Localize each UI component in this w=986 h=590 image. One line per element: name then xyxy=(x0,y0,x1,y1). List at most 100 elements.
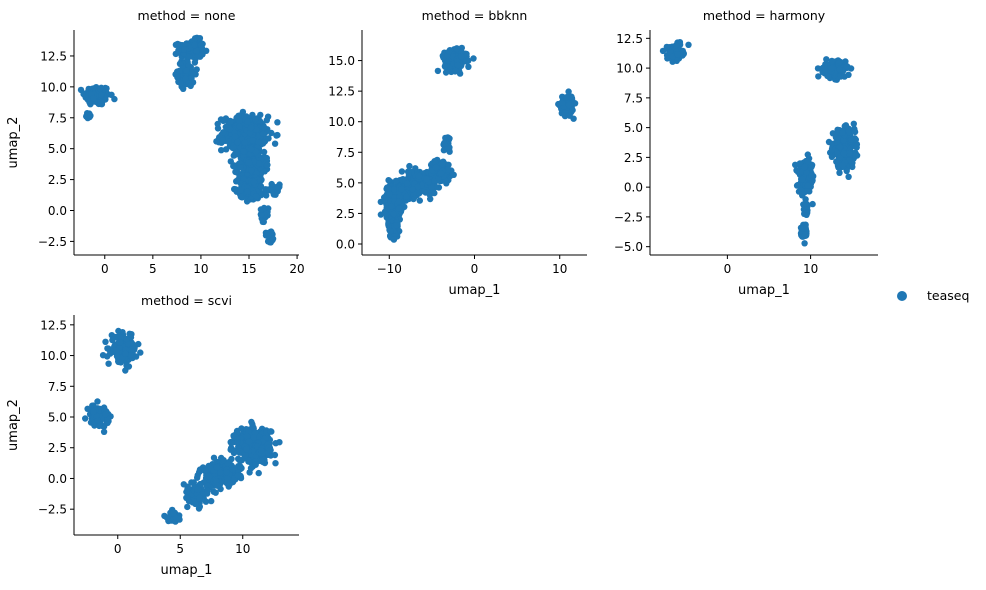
scatter-point xyxy=(175,47,182,54)
scatter-point xyxy=(463,58,470,65)
facet-panel-2: method = bbknn −10 0 10 0.0 2.5 5.0 7.5 10.0 12.5… xyxy=(328,8,587,298)
scatter-point xyxy=(802,200,809,207)
facet-title: method = scvi xyxy=(141,293,232,308)
scatter-point xyxy=(851,128,859,136)
x-tick-label: 5 xyxy=(176,542,184,556)
scatter-point xyxy=(234,438,241,446)
y-tick-label: 10.0 xyxy=(40,349,67,363)
scatter-point xyxy=(117,333,124,341)
scatter-point xyxy=(445,48,453,55)
scatter-point xyxy=(458,53,465,60)
scatter-point xyxy=(395,205,403,212)
scatter-point xyxy=(247,145,255,153)
scatter-point xyxy=(192,500,199,508)
scatter-point xyxy=(808,172,815,179)
scatter-point xyxy=(391,193,398,201)
scatter-point xyxy=(414,183,421,191)
scatter-point xyxy=(248,167,255,174)
scatter-point xyxy=(265,135,272,142)
scatter-point xyxy=(226,480,234,488)
legend-label: teaseq xyxy=(927,288,969,303)
scatter-point xyxy=(381,194,388,201)
scatter-point xyxy=(132,353,140,360)
scatter-point xyxy=(404,180,411,187)
scatter-point xyxy=(117,359,125,366)
x-tick-label: 15 xyxy=(241,262,256,276)
scatter-point xyxy=(107,350,114,357)
scatter-point xyxy=(194,474,201,481)
scatter-point xyxy=(393,177,400,185)
scatter-point xyxy=(217,469,224,476)
y-tick-label: 2.5 xyxy=(48,441,67,455)
scatter-point xyxy=(227,118,235,125)
scatter-point xyxy=(227,158,234,165)
scatter-point xyxy=(843,62,850,70)
scatter-point xyxy=(263,192,270,199)
scatter-point xyxy=(274,119,281,126)
y-tick-label: 0.0 xyxy=(336,237,355,251)
scatter-point xyxy=(263,117,270,124)
scatter-point xyxy=(80,90,87,98)
scatter-point xyxy=(405,170,412,177)
scatter-point xyxy=(852,152,859,160)
scatter-point xyxy=(415,172,423,180)
y-tick-label: 2.5 xyxy=(48,173,67,187)
scatter-point xyxy=(102,411,109,418)
scatter-point xyxy=(248,418,255,426)
x-tick-label: 20 xyxy=(289,262,304,276)
y-tick-label: 10.0 xyxy=(328,115,355,129)
scatter-point xyxy=(210,454,218,461)
scatter-point xyxy=(257,111,264,119)
scatter-point xyxy=(191,59,199,66)
facet-title: method = harmony xyxy=(703,8,826,23)
scatter-point xyxy=(115,327,122,335)
scatter-point xyxy=(390,210,397,218)
scatter-point xyxy=(97,98,104,106)
scatter-point xyxy=(792,161,799,168)
scatter-point xyxy=(183,494,190,501)
scatter-point xyxy=(272,460,279,467)
scatter-point xyxy=(793,167,800,174)
scatter-point xyxy=(470,55,477,62)
x-tick-label: 0 xyxy=(724,262,732,276)
scatter-point xyxy=(261,124,268,131)
scatter-point xyxy=(801,240,808,247)
scatter-point xyxy=(231,185,238,193)
scatter-point xyxy=(234,472,242,479)
scatter-point xyxy=(267,428,274,435)
facet-panel-3: method = harmony 0 10 −5.0 −2.5 0.0 2.5 5.0 7.5 1… xyxy=(614,8,878,298)
x-tick-label: 0 xyxy=(471,262,479,276)
scatter-point xyxy=(237,193,245,200)
scatter-point xyxy=(452,67,460,75)
y-axis-label: umap_2 xyxy=(6,117,21,169)
scatter-point xyxy=(255,469,262,477)
scatter-point xyxy=(249,111,256,119)
scatter-point xyxy=(193,66,200,73)
scatter-point xyxy=(558,99,566,107)
scatter-point xyxy=(801,231,809,239)
scatter-point xyxy=(99,352,107,359)
legend-marker xyxy=(897,291,907,301)
scatter-point xyxy=(669,53,676,60)
scatter-point xyxy=(97,85,104,93)
scatter-point xyxy=(123,335,130,343)
y-tick-label: 7.5 xyxy=(336,146,355,160)
scatter-point xyxy=(386,190,393,198)
scatter-point xyxy=(226,125,234,133)
scatter-point xyxy=(180,46,188,53)
scatter-point xyxy=(102,338,109,345)
y-tick-label: 5.0 xyxy=(48,411,67,425)
scatter-point xyxy=(104,345,111,352)
y-tick-label: 7.5 xyxy=(48,111,67,125)
scatter-point xyxy=(131,342,138,350)
scatter-point xyxy=(852,136,859,143)
scatter-point xyxy=(385,185,392,192)
scatter-point xyxy=(828,57,836,65)
scatter-point xyxy=(193,47,200,54)
scatter-point xyxy=(90,408,97,416)
scatter-point xyxy=(836,169,843,176)
scatter-point xyxy=(234,138,241,146)
scatter-point xyxy=(212,489,219,496)
scatter-point xyxy=(244,118,251,125)
